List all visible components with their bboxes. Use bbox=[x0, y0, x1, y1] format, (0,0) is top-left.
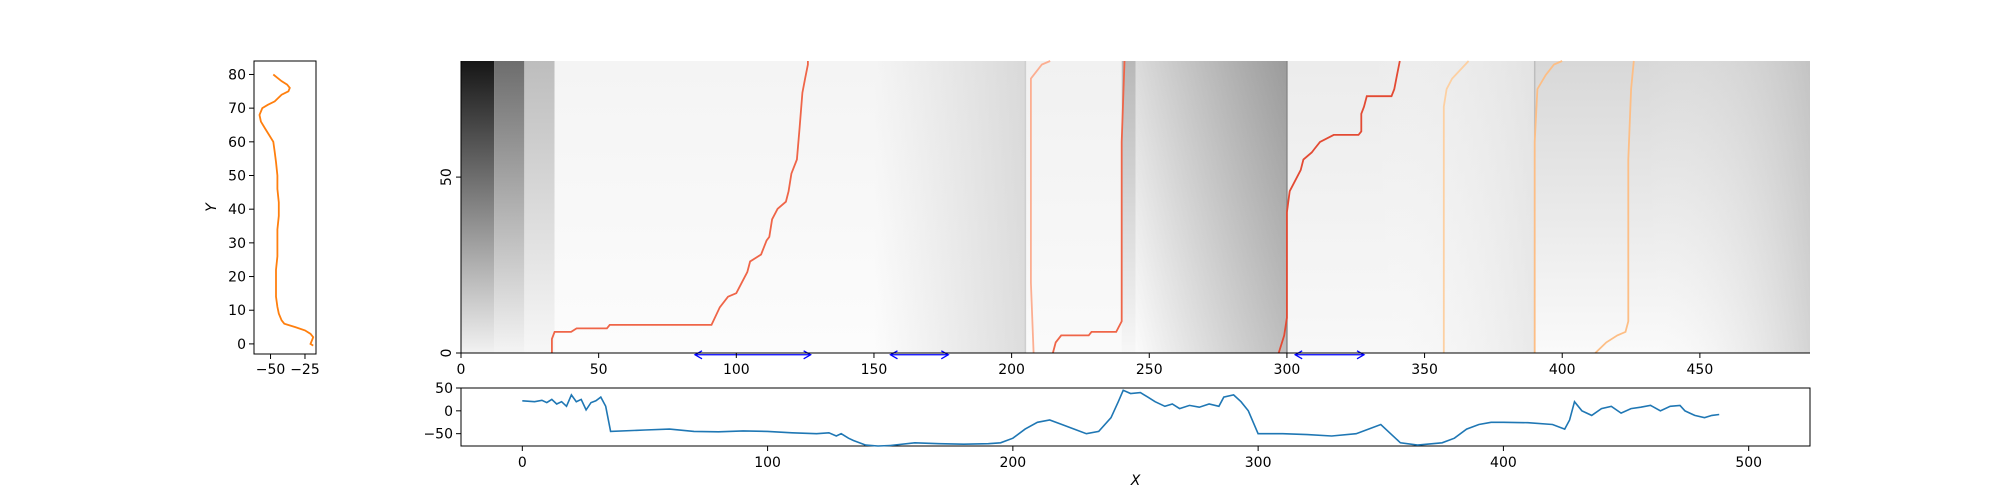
bottom-ytick-label: −50 bbox=[423, 427, 453, 443]
heatmap-xtick-label: 200 bbox=[998, 362, 1025, 378]
bottom-xtick-label: 400 bbox=[1490, 455, 1517, 471]
heatmap-path bbox=[1594, 60, 1635, 354]
left-ytick-label: 20 bbox=[228, 270, 246, 286]
heatmap-ytick-label: 50 bbox=[439, 168, 455, 186]
bottom-xtick-label: 100 bbox=[754, 455, 781, 471]
left-ytick-label: 70 bbox=[228, 101, 246, 117]
left-ytick-label: 60 bbox=[228, 135, 246, 151]
heatmap-path bbox=[551, 61, 809, 353]
heatmap-path bbox=[1052, 60, 1126, 354]
heatmap-path bbox=[1442, 60, 1470, 353]
heatmap-shade bbox=[1135, 61, 1287, 353]
heatmap-xtick-label: 50 bbox=[590, 362, 608, 378]
heatmap-xtick-label: 350 bbox=[1411, 362, 1438, 378]
heatmap-xtick-label: 300 bbox=[1274, 362, 1301, 378]
double-arrow-head bbox=[889, 350, 898, 360]
double-arrow-head bbox=[1356, 350, 1366, 360]
double-arrow-head bbox=[1293, 350, 1303, 360]
bottom-xtick-label: 500 bbox=[1735, 455, 1762, 471]
heatmap-band bbox=[1025, 61, 1122, 353]
double-arrow-head bbox=[940, 350, 950, 360]
left-profile-panel: 0 10 20 30 40 50 60 70 80 −50 −25 Y bbox=[204, 60, 320, 378]
heatmap-path bbox=[1030, 60, 1051, 354]
heatmap-shade bbox=[1369, 61, 1535, 353]
heatmap-band bbox=[524, 61, 555, 353]
heatmap-shade bbox=[873, 61, 1026, 353]
heatmap-path bbox=[1277, 60, 1401, 354]
bottom-plot-frame bbox=[460, 387, 1811, 447]
heatmap-xtick-label: 250 bbox=[1136, 362, 1163, 378]
bottom-xtick-label: 300 bbox=[1245, 455, 1272, 471]
left-profile-line bbox=[258, 73, 315, 347]
main-heatmap-panel: 0 50 100 150 200 250 300 350 400 450 0 50 bbox=[439, 60, 1810, 378]
left-ytick-label: 40 bbox=[228, 202, 246, 218]
left-xtick-label: −50 bbox=[256, 362, 286, 378]
heatmap-xtick-label: 150 bbox=[861, 362, 888, 378]
bottom-xtick-label: 200 bbox=[999, 455, 1026, 471]
heatmap-shade bbox=[1644, 61, 1810, 353]
heatmap-xtick-label: 400 bbox=[1549, 362, 1576, 378]
left-ytick-label: 80 bbox=[228, 67, 246, 83]
heatmap-path bbox=[1533, 60, 1563, 353]
heatmap-band bbox=[461, 61, 495, 353]
bottom-ytick-label: 0 bbox=[444, 404, 453, 420]
left-ytick-label: 10 bbox=[228, 303, 246, 319]
left-ytick-label: 0 bbox=[237, 337, 246, 353]
bottom-signal-line bbox=[522, 389, 1720, 447]
left-ylabel: Y bbox=[204, 202, 220, 212]
heatmap-band bbox=[494, 61, 525, 353]
heatmap-xtick-label: 100 bbox=[723, 362, 750, 378]
bottom-xtick-label: 0 bbox=[518, 455, 527, 471]
double-arrow-head bbox=[803, 350, 812, 360]
bottom-ytick-label: 50 bbox=[435, 381, 453, 397]
double-arrow-head bbox=[693, 350, 703, 360]
bottom-xlabel: X bbox=[1130, 473, 1141, 489]
heatmap-ytick-label: 0 bbox=[439, 349, 455, 358]
heatmap-xtick-label: 450 bbox=[1687, 362, 1714, 378]
heatmap-xtick-label: 0 bbox=[457, 362, 466, 378]
left-ytick-label: 50 bbox=[228, 169, 246, 185]
left-ytick-label: 30 bbox=[228, 236, 246, 252]
left-xtick-label: −25 bbox=[290, 362, 320, 378]
left-plot-frame bbox=[253, 60, 317, 355]
